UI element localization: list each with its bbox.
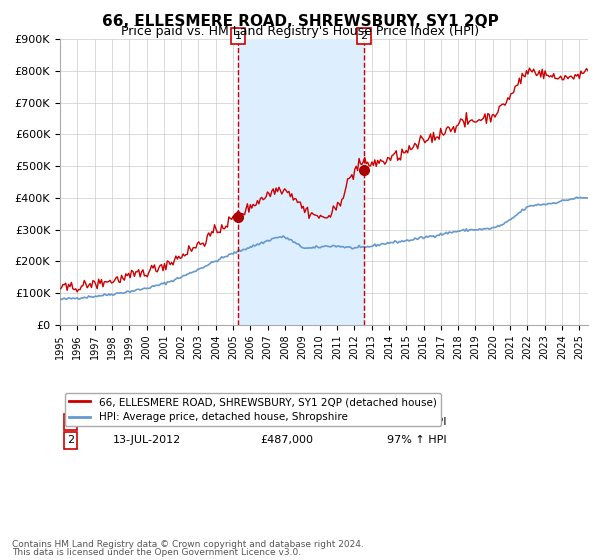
Text: 2: 2 (67, 436, 74, 445)
Text: 66, ELLESMERE ROAD, SHREWSBURY, SY1 2QP: 66, ELLESMERE ROAD, SHREWSBURY, SY1 2QP (101, 14, 499, 29)
Text: £340,000: £340,000 (260, 417, 313, 427)
Text: 15-APR-2005: 15-APR-2005 (113, 417, 184, 427)
Text: 13-JUL-2012: 13-JUL-2012 (113, 436, 181, 445)
Legend: 66, ELLESMERE ROAD, SHREWSBURY, SY1 2QP (detached house), HPI: Average price, de: 66, ELLESMERE ROAD, SHREWSBURY, SY1 2QP … (65, 393, 440, 426)
Text: 2: 2 (360, 31, 367, 41)
Text: Price paid vs. HM Land Registry's House Price Index (HPI): Price paid vs. HM Land Registry's House … (121, 25, 479, 38)
Bar (238, 39, 364, 325)
Text: 1: 1 (235, 31, 242, 41)
Text: £487,000: £487,000 (260, 436, 314, 445)
Text: 1: 1 (67, 417, 74, 427)
Text: 46% ↑ HPI: 46% ↑ HPI (388, 417, 447, 427)
Text: This data is licensed under the Open Government Licence v3.0.: This data is licensed under the Open Gov… (12, 548, 301, 557)
Text: 97% ↑ HPI: 97% ↑ HPI (388, 436, 447, 445)
Text: Contains HM Land Registry data © Crown copyright and database right 2024.: Contains HM Land Registry data © Crown c… (12, 540, 364, 549)
